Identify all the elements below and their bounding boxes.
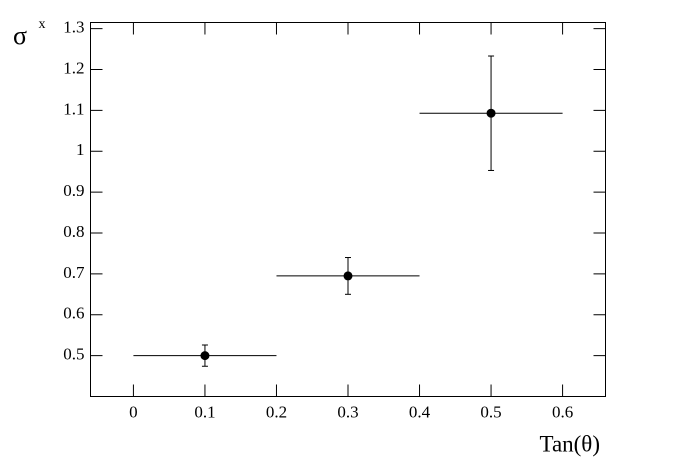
x-tick-label: 0.4 bbox=[409, 402, 431, 421]
y-tick-label: 0.8 bbox=[63, 222, 84, 241]
point bbox=[200, 351, 210, 361]
y-axis-label: σ bbox=[13, 21, 27, 50]
y-tick-label: 1 bbox=[76, 140, 85, 159]
plot-frame bbox=[90, 22, 606, 397]
x-axis-label: Tan(θ) bbox=[540, 431, 601, 456]
x-tick-label: 0.5 bbox=[480, 402, 501, 421]
y-tick-label: 0.6 bbox=[63, 304, 84, 323]
y-tick-label: 0.5 bbox=[63, 345, 84, 364]
x-tick-label: 0.2 bbox=[266, 402, 287, 421]
y-axis-label-subscript: x bbox=[39, 17, 46, 32]
y-tick-label: 1.2 bbox=[63, 58, 84, 77]
x-tick-label: 0.3 bbox=[337, 402, 358, 421]
x-tick-label: 0 bbox=[129, 402, 138, 421]
y-tick-label: 0.9 bbox=[63, 181, 84, 200]
y-tick-label: 0.7 bbox=[63, 263, 85, 282]
y-tick-label: 1.1 bbox=[63, 99, 84, 118]
point bbox=[343, 271, 353, 281]
x-tick-label: 0.1 bbox=[194, 402, 215, 421]
x-tick-label: 0.6 bbox=[552, 402, 573, 421]
point bbox=[486, 108, 496, 118]
y-tick-label: 1.3 bbox=[63, 18, 84, 37]
